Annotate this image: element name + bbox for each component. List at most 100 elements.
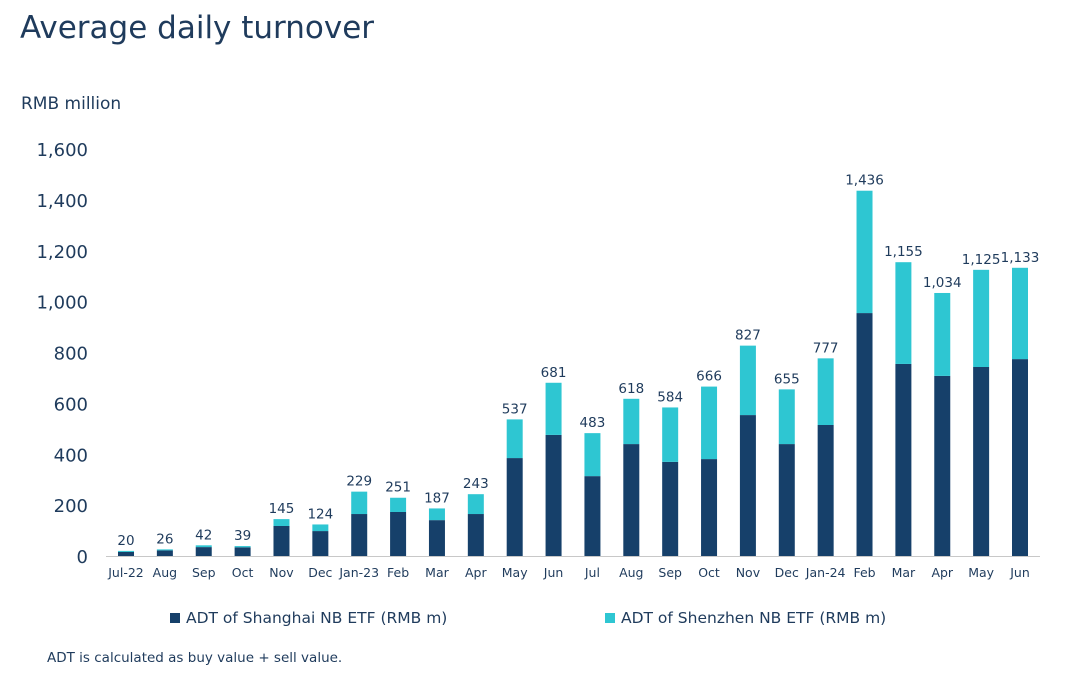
x-tick-label: Sep (192, 565, 216, 580)
bar-shanghai (662, 461, 679, 556)
data-label: 26 (156, 531, 173, 547)
data-label: 1,133 (1001, 250, 1040, 266)
y-tick-label: 0 (77, 547, 88, 568)
y-tick-label: 800 (54, 344, 88, 365)
data-label: 618 (618, 381, 644, 397)
bar-shanghai (584, 476, 601, 556)
bar-shenzhen (701, 386, 718, 460)
x-tick-label: Jul (584, 565, 600, 580)
legend-swatch-shanghai (170, 613, 180, 623)
y-tick-label: 1,400 (36, 191, 88, 212)
bar-shenzhen (856, 190, 873, 314)
y-tick-label: 1,000 (36, 293, 88, 314)
bar-shanghai (118, 551, 134, 556)
bar-shenzhen (351, 491, 368, 515)
bar-chart: 0 200 400 600 800 1,000 1,200 1,400 1,600 20 Jul-2… (36, 140, 1040, 580)
data-label: 1,034 (923, 275, 962, 291)
bar-shanghai (351, 514, 368, 556)
x-tick-label: Jan-24 (805, 565, 846, 580)
bar-shenzhen (428, 508, 445, 521)
bar-shenzhen (195, 545, 212, 548)
bar-shenzhen (817, 358, 834, 425)
data-label: 537 (502, 401, 528, 417)
data-label: 1,436 (845, 173, 884, 189)
data-label: 229 (346, 474, 372, 490)
bar-shanghai (739, 415, 756, 556)
x-tick-label: Sep (658, 565, 682, 580)
bar-shanghai (934, 375, 951, 556)
bar-shanghai (817, 424, 834, 556)
data-label: 42 (195, 527, 212, 543)
x-tick-label: May (502, 565, 528, 580)
bar-shenzhen (739, 345, 756, 416)
bar-shanghai (895, 363, 912, 556)
x-tick-label: Dec (308, 565, 332, 580)
x-tick-label: Nov (269, 565, 294, 580)
data-label: 243 (463, 476, 489, 492)
bar-shenzhen (545, 382, 562, 435)
x-tick-label: Aug (153, 565, 177, 580)
bar-shenzhen (895, 262, 912, 364)
bar-shanghai (390, 511, 407, 556)
bar-shenzhen (390, 497, 407, 512)
data-label: 666 (696, 369, 722, 385)
x-tick-label: Nov (736, 565, 761, 580)
bar-shenzhen (118, 550, 134, 552)
y-tick-label: 600 (54, 394, 88, 415)
data-label: 124 (307, 506, 333, 522)
x-tick-label: Feb (853, 565, 875, 580)
x-tick-label: Jan-23 (338, 565, 379, 580)
bar-shanghai (973, 366, 990, 556)
bar-shanghai (778, 444, 795, 556)
x-tick-label: Oct (698, 565, 720, 580)
bar-shenzhen (662, 407, 679, 462)
bar-shenzhen (973, 269, 990, 367)
footnote: ADT is calculated as buy value + sell va… (47, 650, 343, 666)
bar-shenzhen (934, 292, 951, 376)
bar-shanghai (234, 547, 251, 556)
bar-shanghai (623, 444, 640, 556)
legend-item-shanghai: ADT of Shanghai NB ETF (RMB m) (170, 609, 447, 627)
bar-shanghai (312, 531, 329, 556)
bar-shanghai (467, 514, 484, 556)
x-tick-label: Jul-22 (107, 565, 144, 580)
data-label: 1,155 (884, 244, 923, 260)
legend-label-shenzhen: ADT of Shenzhen NB ETF (RMB m) (621, 609, 887, 627)
x-tick-label: Mar (892, 565, 916, 580)
data-label: 187 (424, 490, 450, 506)
bar-shenzhen (1012, 267, 1028, 360)
data-label: 1,125 (962, 252, 1001, 268)
legend-item-shenzhen: ADT of Shenzhen NB ETF (RMB m) (605, 609, 886, 627)
x-tick-label: Jun (1009, 565, 1030, 580)
data-label: 145 (269, 501, 295, 517)
x-tick-label: Aug (619, 565, 643, 580)
data-label: 20 (117, 533, 134, 549)
bar-shenzhen (623, 398, 640, 445)
y-axis-label: RMB million (21, 94, 122, 114)
chart-title: Average daily turnover (20, 10, 375, 46)
y-tick-label: 1,600 (36, 140, 88, 161)
x-tick-label: Apr (465, 565, 487, 580)
bar-shanghai (273, 525, 290, 556)
bar-shenzhen (273, 519, 290, 526)
x-tick-label: Feb (387, 565, 409, 580)
bar-shenzhen (584, 433, 601, 477)
legend-swatch-shenzhen (605, 613, 615, 623)
bar-shenzhen (234, 546, 251, 548)
data-label: 681 (541, 365, 567, 381)
bar-shenzhen (312, 524, 329, 532)
x-tick-label: Apr (931, 565, 953, 580)
y-tick-label: 1,200 (36, 242, 88, 263)
bar-shanghai (1012, 359, 1028, 556)
bar-shanghai (195, 547, 212, 556)
x-tick-label: May (968, 565, 994, 580)
x-tick-label: Jun (543, 565, 564, 580)
x-tick-label: Dec (775, 565, 799, 580)
y-tick-label: 400 (54, 445, 88, 466)
legend-label-shanghai: ADT of Shanghai NB ETF (RMB m) (186, 609, 448, 627)
bar-shanghai (545, 434, 562, 556)
data-label: 39 (234, 528, 251, 544)
bar-shenzhen (506, 419, 523, 459)
data-label: 251 (385, 480, 411, 496)
y-tick-label: 200 (54, 496, 88, 517)
